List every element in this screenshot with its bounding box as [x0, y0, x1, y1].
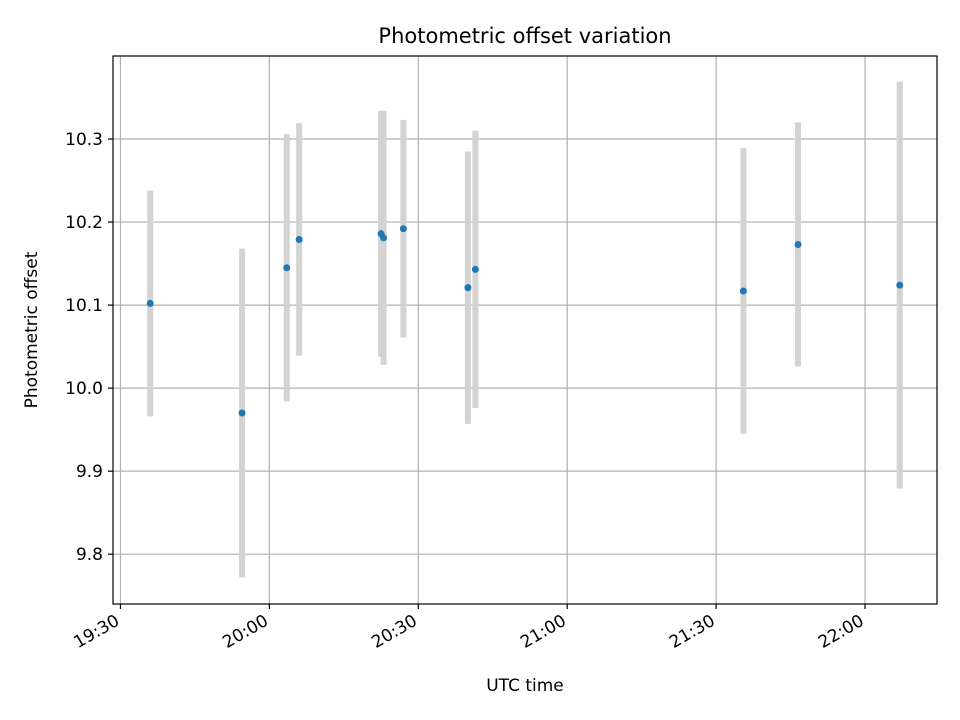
- y-axis-ticks: 9.8 9.9 10.0 10.1 10.2 10.3: [65, 130, 113, 565]
- data-point: [399, 225, 407, 233]
- data-point: [295, 235, 303, 243]
- data-point: [896, 281, 904, 289]
- plot-frame: [112, 55, 938, 605]
- data-point: [464, 284, 472, 292]
- plot-area: [113, 56, 937, 604]
- x-axis-label: UTC time: [486, 676, 564, 696]
- data-point: [471, 265, 479, 273]
- data-point: [146, 299, 154, 307]
- data-point: [283, 264, 291, 272]
- y-tick-label: 10.2: [65, 213, 103, 233]
- data-points: [146, 225, 904, 417]
- y-tick-label: 10.3: [65, 130, 103, 150]
- data-point: [380, 234, 388, 242]
- y-tick-label: 9.8: [76, 545, 103, 565]
- data-point: [794, 240, 802, 248]
- y-axis-label: Photometric offset: [22, 251, 42, 408]
- data-point: [238, 409, 246, 417]
- y-tick-label: 10.1: [65, 296, 103, 316]
- y-tick-label: 10.0: [65, 379, 103, 399]
- y-tick-label: 9.9: [76, 462, 103, 482]
- chart-title: Photometric offset variation: [378, 24, 671, 48]
- data-point: [739, 287, 747, 295]
